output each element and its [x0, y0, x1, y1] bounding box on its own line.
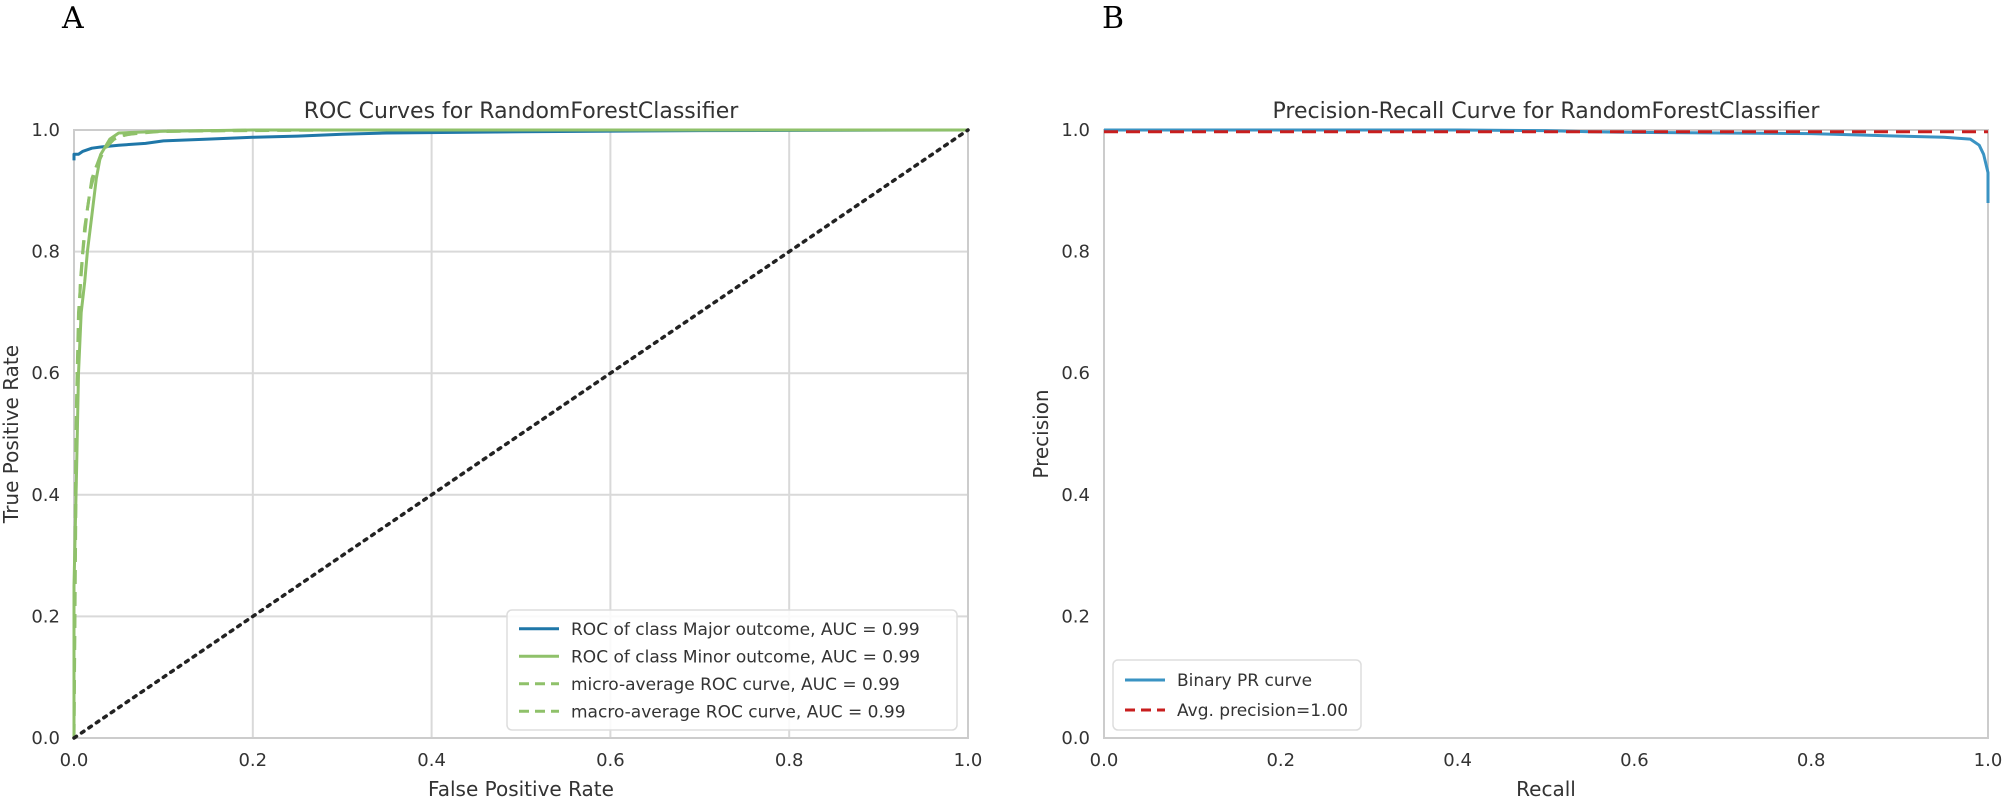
y-tick-label: 0.4: [1061, 485, 1090, 506]
panel-letter-a: A: [61, 1, 84, 36]
series-line-0: [72, 128, 969, 161]
x-tick-label: 0.4: [1443, 750, 1472, 771]
roc-chart: 0.0 0.2 0.4 0.6 0.8 1.0 0.0 0.2 0.4 0.6 0.8 1.0 ROC …: [0, 99, 982, 799]
series-line-0: [1104, 128, 1990, 203]
y-tick-label: 0.0: [1061, 728, 1090, 749]
x-tick-label: 0.2: [1266, 750, 1295, 771]
y-tick-label: 0.6: [1061, 363, 1090, 384]
y-tick-label: 0.4: [31, 485, 60, 506]
y-tick-label: 1.0: [1061, 120, 1090, 141]
precision-recall-chart: 0.0 0.2 0.4 0.6 0.8 1.0 0.0 0.2 0.4 0.6 0.8 1.0 Prec…: [1029, 99, 2002, 799]
panel-letter-b: B: [1102, 1, 1124, 36]
x-tick-label: 1.0: [1974, 750, 2003, 771]
legend-label: ROC of class Major outcome, AUC = 0.99: [571, 620, 920, 640]
plot-frame: [1103, 129, 1989, 739]
x-tick-label: 0.6: [596, 750, 625, 771]
legend-label: Binary PR curve: [1177, 671, 1312, 691]
chart-title: ROC Curves for RandomForestClassifier: [304, 99, 740, 124]
x-tick-label: 0.2: [238, 750, 267, 771]
series-line-3: [72, 128, 968, 739]
chart-title: Precision-Recall Curve for RandomForestC…: [1273, 99, 1821, 124]
legend-label: macro-average ROC curve, AUC = 0.99: [571, 702, 906, 722]
x-axis-label: Recall: [1516, 777, 1576, 799]
y-tick-label: 0.8: [31, 242, 60, 263]
y-tick-label: 0.0: [31, 728, 60, 749]
y-tick-label: 0.6: [31, 363, 60, 384]
legend-label: micro-average ROC curve, AUC = 0.99: [571, 675, 900, 695]
x-tick-label: 0.0: [1090, 750, 1119, 771]
x-tick-label: 0.8: [775, 750, 804, 771]
y-tick-label: 0.2: [31, 606, 60, 627]
series-line-4: [72, 128, 970, 740]
x-tick-label: 0.4: [417, 750, 446, 771]
y-tick-label: 1.0: [31, 120, 60, 141]
y-tick-label: 0.2: [1061, 606, 1090, 627]
x-tick-label: 0.0: [60, 750, 89, 771]
x-tick-label: 0.6: [1620, 750, 1649, 771]
y-axis-label: Precision: [1029, 389, 1053, 478]
legend-box: [1112, 659, 1362, 731]
y-axis-label: True Positive Rate: [0, 345, 23, 524]
legend-box: [506, 609, 958, 731]
legend-label: ROC of class Minor outcome, AUC = 0.99: [571, 647, 920, 667]
legend-label: Avg. precision=1.00: [1177, 701, 1348, 721]
x-tick-label: 0.8: [1797, 750, 1826, 771]
x-tick-label: 1.0: [954, 750, 983, 771]
y-tick-label: 0.8: [1061, 242, 1090, 263]
x-axis-label: False Positive Rate: [428, 777, 614, 799]
